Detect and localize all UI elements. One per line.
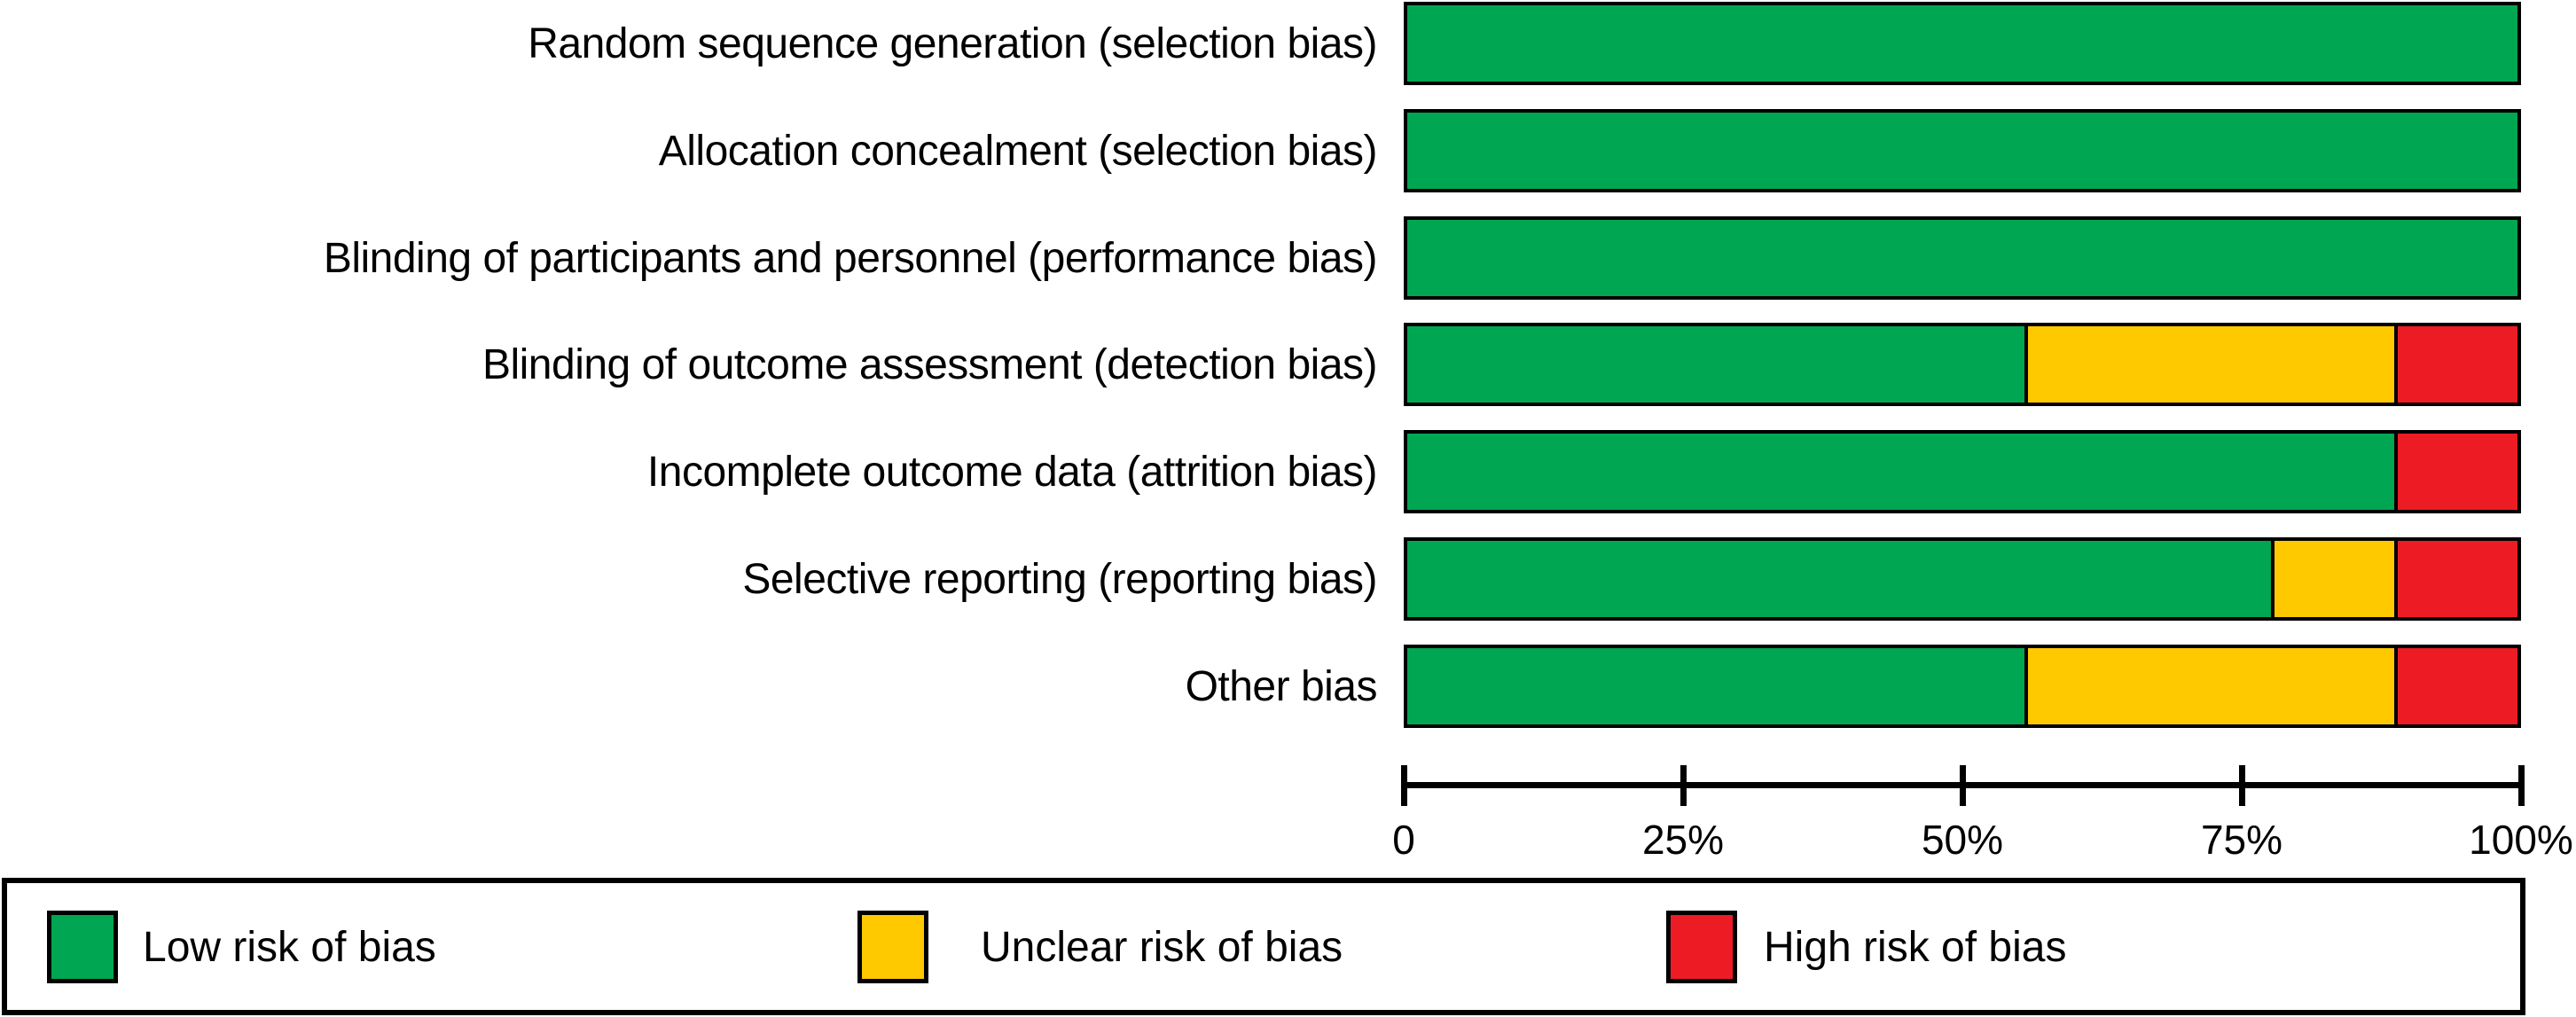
x-axis-tick-label-100pct: 100% [2469,817,2573,863]
category-label-blinding-of-participants-and-personnel-performance-bias: Blinding of participants and personnel (… [323,234,1378,282]
x-axis-tick-label-50pct: 50% [1921,817,2004,863]
bar-row-incomplete-outcome-data-attrition-bias [1404,430,2521,513]
x-axis-tick-label-75pct: 75% [2200,817,2283,863]
unclear-risk-swatch [857,911,928,983]
category-label-incomplete-outcome-data-attrition-bias: Incomplete outcome data (attrition bias) [646,448,1378,496]
bar-segment-low-risk-of-bias [1407,326,2025,403]
bar-segment-low-risk-of-bias [1407,541,2272,617]
high-risk-swatch [1666,911,1737,983]
bar-row-other-bias [1404,645,2521,728]
bar-segment-high-risk-of-bias [2394,326,2517,403]
category-label-random-sequence-generation-selection-bias: Random sequence generation (selection bi… [528,20,1377,67]
bar-segment-low-risk-of-bias [1407,5,2517,82]
bar-segment-high-risk-of-bias [2394,541,2517,617]
bar-row-blinding-of-participants-and-personnel-performance-bias [1404,216,2521,300]
bar-segment-unclear-risk-of-bias [2271,541,2395,617]
legend: Low risk of bias Unclear risk of bias Hi… [2,878,2525,1015]
x-axis-tick-100pct [2517,765,2525,806]
bar-row-random-sequence-generation-selection-bias [1404,2,2521,85]
category-label-other-bias: Other bias [1185,662,1378,710]
legend-label-low-risk: Low risk of bias [143,923,436,971]
x-axis-tick-label-25pct: 25% [1641,817,1725,863]
bar-segment-unclear-risk-of-bias [2024,648,2395,724]
legend-label-high-risk: High risk of bias [1764,923,2067,971]
bar-segment-high-risk-of-bias [2394,648,2517,724]
bar-row-blinding-of-outcome-assessment-detection-bias [1404,323,2521,406]
low-risk-swatch [47,911,118,983]
legend-label-unclear-risk: Unclear risk of bias [981,923,1343,971]
bar-segment-low-risk-of-bias [1407,434,2395,510]
x-axis-tick-25pct [1679,765,1687,806]
x-axis-tick-0 [1400,765,1407,806]
bar-segment-low-risk-of-bias [1407,113,2517,189]
category-label-blinding-of-outcome-assessment-detection-bias: Blinding of outcome assessment (detectio… [482,340,1378,388]
bar-row-selective-reporting-reporting-bias [1404,537,2521,621]
bar-row-allocation-concealment-selection-bias [1404,109,2521,192]
bar-segment-low-risk-of-bias [1407,648,2025,724]
bar-segment-unclear-risk-of-bias [2024,326,2395,403]
bar-segment-high-risk-of-bias [2394,434,2517,510]
category-label-selective-reporting-reporting-bias: Selective reporting (reporting bias) [742,555,1377,603]
category-label-allocation-concealment-selection-bias: Allocation concealment (selection bias) [658,127,1378,175]
x-axis-tick-75pct [2238,765,2245,806]
bar-segment-low-risk-of-bias [1407,220,2517,296]
x-axis-tick-50pct [1959,765,1966,806]
x-axis-tick-label-0: 0 [1392,817,1415,863]
